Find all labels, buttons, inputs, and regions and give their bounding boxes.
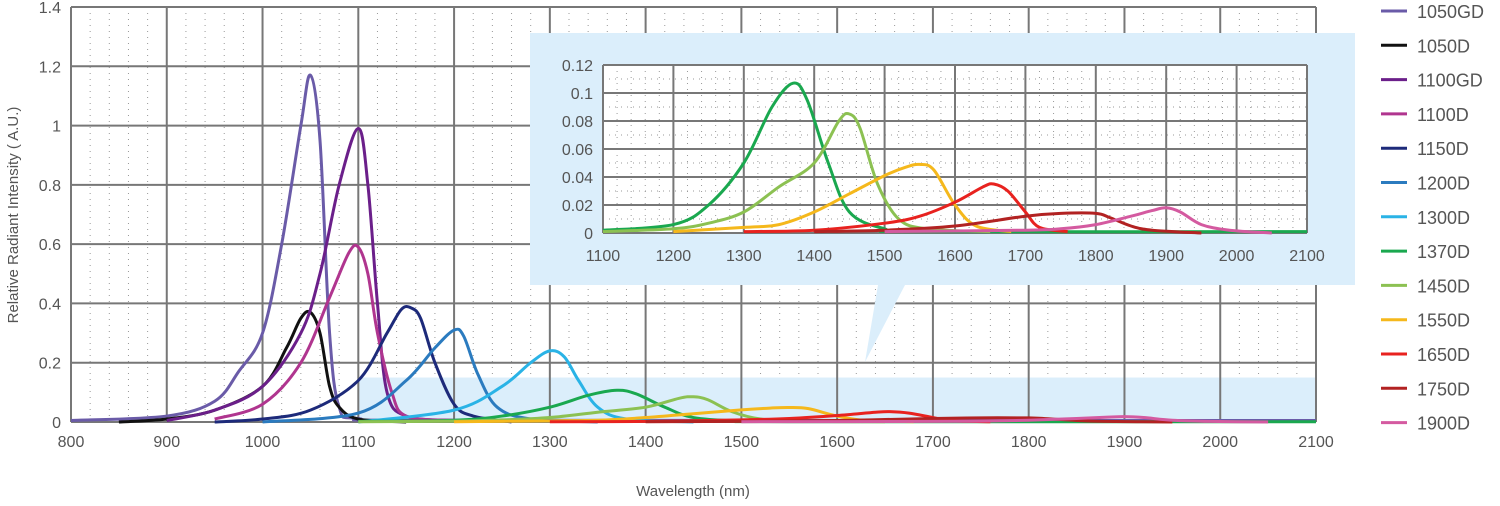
legend-label: 1100GD (1417, 71, 1483, 91)
series-line-1900D (741, 415, 1269, 424)
x-axis-label: Wavelength (nm) (636, 483, 750, 500)
main-series-lines (70, 73, 1317, 424)
inset-series-lines (602, 81, 1308, 235)
legend-label: 1050D (1417, 36, 1470, 56)
x-tick-label: 1700 (915, 434, 951, 451)
legend-label: 1450D (1417, 276, 1470, 296)
legend-label: 1150D (1417, 139, 1469, 159)
legend-label: 1300D (1417, 208, 1470, 228)
inset-tick-labels: 1100 1200 1300 1400 1500 1600 1700 1800 1900 2000… (562, 58, 1325, 265)
x-tick-label: 2100 (1298, 434, 1334, 451)
legend-label: 1200D (1417, 174, 1470, 194)
x-tick-label: 1200 (656, 248, 692, 265)
x-tick-label: 2000 (1219, 248, 1255, 265)
x-tick-label: 1900 (1107, 434, 1143, 451)
x-tick-label: 1600 (819, 434, 855, 451)
legend-label: 1100D (1417, 105, 1469, 125)
x-tick-label: 1300 (532, 434, 568, 451)
x-tick-label: 1600 (937, 248, 973, 265)
series-line-1100GD (166, 127, 455, 423)
y-tick-label: 0.6 (39, 237, 61, 254)
series-line-1150D (214, 304, 512, 424)
y-tick-label: 0.06 (562, 142, 593, 159)
inset-grid (602, 64, 1308, 234)
series-line-1750D (814, 211, 1202, 235)
x-tick-label: 900 (153, 434, 180, 451)
series-line-1900D (884, 206, 1272, 235)
x-tick-label: 1400 (628, 434, 664, 451)
x-tick-label: 1200 (436, 434, 472, 451)
x-tick-label: 1400 (796, 248, 832, 265)
y-axis-label: Relative Radiant Intensity ( A.U.) (5, 107, 22, 324)
y-tick-label: 0.12 (562, 58, 593, 75)
legend-label: 1370D (1417, 242, 1470, 262)
y-tick-label: 0.04 (562, 170, 593, 187)
series-line-1300D (358, 349, 694, 424)
y-tick-label: 0 (584, 226, 593, 243)
y-tick-label: 0.8 (39, 178, 61, 195)
y-tick-label: 0 (52, 415, 61, 432)
y-tick-label: 1.4 (39, 0, 61, 17)
legend-label: 1750D (1417, 379, 1470, 399)
x-tick-label: 1700 (1008, 248, 1044, 265)
x-tick-label: 1500 (724, 434, 760, 451)
y-tick-label: 0.4 (39, 296, 61, 313)
y-tick-label: 0.08 (562, 114, 593, 131)
main-tick-labels: 800 900 1000 1100 1200 1300 1400 1500 1600 1700 18… (39, 0, 1334, 451)
x-tick-label: 800 (58, 434, 85, 451)
y-tick-label: 1.2 (39, 59, 61, 76)
y-tick-label: 1 (52, 119, 61, 136)
series-line-1450D (602, 111, 991, 234)
legend: 1050GD 1050D 1100GD 1100D 1150D 1200D 1300D 137… (1381, 2, 1484, 434)
x-tick-label: 1800 (1011, 434, 1047, 451)
x-tick-label: 1000 (245, 434, 281, 451)
series-line-1100D (214, 243, 455, 423)
legend-label: 1550D (1417, 311, 1470, 331)
legend-label: 1900D (1417, 414, 1470, 434)
x-tick-label: 1100 (586, 248, 621, 265)
x-tick-label: 1300 (726, 248, 762, 265)
x-tick-label: 2000 (1202, 434, 1238, 451)
x-tick-label: 2100 (1289, 248, 1325, 265)
y-tick-label: 0.02 (562, 198, 593, 215)
y-tick-label: 0.2 (39, 356, 61, 373)
series-line-1550D (673, 162, 1012, 234)
y-tick-label: 0.1 (571, 86, 593, 103)
x-tick-label: 1800 (1078, 248, 1114, 265)
legend-label: 1050GD (1417, 2, 1484, 22)
x-tick-label: 1900 (1148, 248, 1184, 265)
x-tick-label: 1500 (867, 248, 903, 265)
legend-label: 1650D (1417, 345, 1470, 365)
x-tick-label: 1100 (341, 434, 376, 451)
